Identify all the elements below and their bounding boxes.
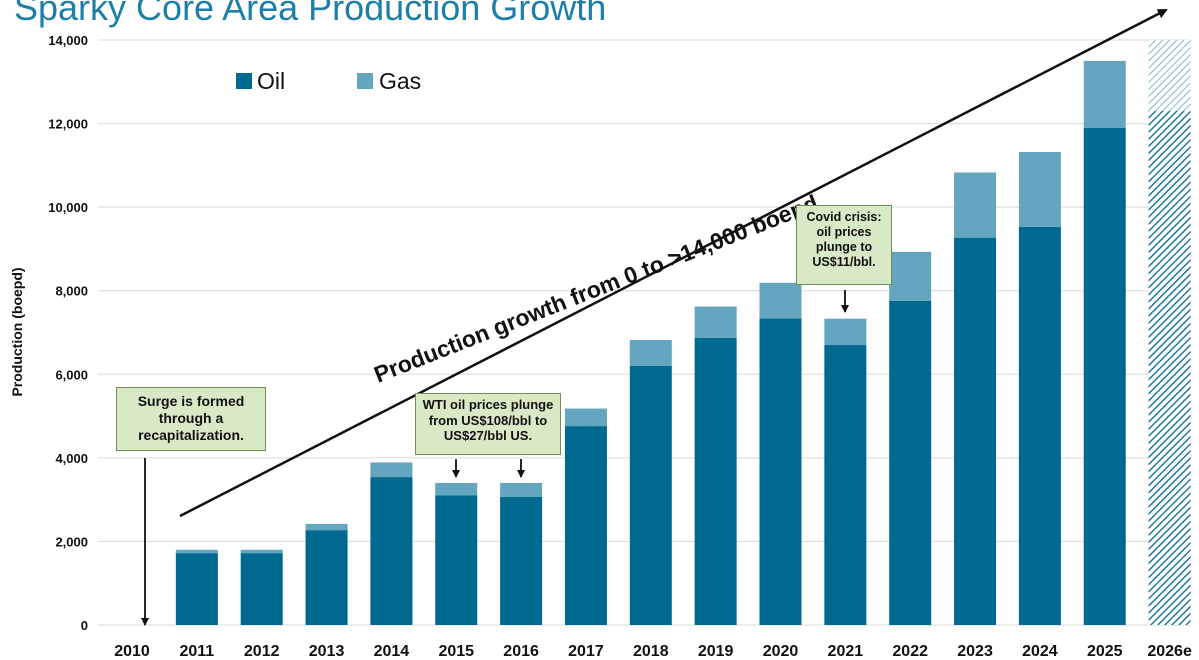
x-tick-label: 2026e — [1147, 643, 1192, 660]
bar-oil-2014 — [370, 477, 413, 625]
legend-swatch-oil — [236, 73, 252, 89]
bar-oil-2015 — [435, 495, 478, 625]
x-axis-ticks: 2010 2011 2012 2013 2014 2015 2016 2017 2018 2019… — [114, 643, 1192, 660]
legend-label-oil: Oil — [257, 68, 285, 94]
x-tick-label: 2023 — [957, 643, 993, 660]
bar-oil-2016 — [500, 496, 543, 625]
x-tick-label: 2015 — [438, 643, 474, 660]
x-tick-label: 2018 — [633, 643, 669, 660]
x-tick-label: 2011 — [179, 643, 214, 660]
bar-oil-2021 — [824, 345, 867, 625]
y-tick-label: 0 — [81, 618, 88, 633]
bars — [175, 40, 1191, 626]
bar-gas-2014 — [370, 462, 413, 478]
legend: Oil Gas — [236, 68, 421, 94]
x-tick-label: 2017 — [568, 643, 604, 660]
bar-oil-2024 — [1018, 226, 1061, 625]
bar-gas-2018 — [629, 340, 672, 366]
bar-gas-2013 — [305, 523, 348, 531]
bar-gas-2017 — [564, 408, 607, 427]
bar-oil-2013 — [305, 530, 348, 625]
bar-gas-2022 — [889, 251, 932, 301]
y-tick-label: 8,000 — [55, 284, 88, 299]
bar-gas-2011 — [175, 549, 218, 554]
x-tick-label: 2014 — [374, 643, 410, 660]
y-tick-label: 2,000 — [55, 534, 88, 549]
y-axis-ticks: 0 2,000 4,000 6,000 8,000 10,000 12,000 14,000 — [48, 33, 88, 633]
annotation-covid: Covid crisis: oil prices plunge to US$11… — [796, 205, 892, 285]
bar-oil-2017 — [564, 426, 607, 625]
bar-oil-2018 — [629, 365, 672, 625]
bar-oil-2026e — [1148, 111, 1191, 626]
legend-label-gas: Gas — [379, 68, 421, 94]
bar-oil-2022 — [889, 300, 932, 625]
x-tick-label: 2010 — [114, 643, 150, 660]
chart-title: Sparky Core Area Production Growth — [14, 0, 607, 28]
bar-gas-2015 — [435, 482, 478, 496]
bar-gas-2020 — [759, 282, 802, 319]
x-tick-label: 2020 — [763, 643, 799, 660]
y-tick-label: 12,000 — [48, 117, 88, 132]
x-tick-label: 2016 — [503, 643, 539, 660]
x-tick-label: 2012 — [244, 643, 280, 660]
bar-gas-2023 — [954, 172, 997, 238]
annotation-wti: WTI oil prices plunge from US$108/bbl to… — [415, 393, 561, 455]
annotation-surge: Surge is formed through a recapitalizati… — [116, 387, 266, 451]
x-tick-label: 2022 — [892, 643, 928, 660]
bar-oil-2012 — [240, 553, 283, 625]
y-tick-label: 10,000 — [48, 200, 88, 215]
bar-gas-2025 — [1083, 60, 1126, 128]
growth-arrow-label: Production growth from 0 to >14,000 boep… — [370, 189, 821, 387]
bar-gas-2021 — [824, 318, 867, 346]
y-tick-label: 14,000 — [48, 33, 88, 48]
bar-gas-2026e — [1148, 40, 1191, 112]
bar-oil-2019 — [694, 337, 737, 625]
x-tick-label: 2013 — [309, 643, 345, 660]
legend-swatch-gas — [357, 73, 373, 89]
x-tick-label: 2024 — [1022, 643, 1058, 660]
bar-oil-2023 — [954, 237, 997, 625]
x-tick-label: 2021 — [828, 643, 864, 660]
bar-gas-2012 — [240, 549, 283, 554]
y-tick-label: 4,000 — [55, 451, 88, 466]
growth-arrow — [179, 8, 1168, 518]
bar-gas-2024 — [1018, 151, 1061, 227]
bar-gas-2016 — [500, 482, 543, 497]
y-tick-label: 6,000 — [55, 367, 88, 382]
y-axis-label: Production (boepd) — [9, 267, 25, 396]
bar-oil-2011 — [175, 553, 218, 625]
bar-oil-2020 — [759, 318, 802, 625]
bar-oil-2025 — [1083, 127, 1126, 625]
x-tick-label: 2019 — [698, 643, 734, 660]
bar-gas-2019 — [694, 306, 737, 338]
x-tick-label: 2025 — [1087, 643, 1123, 660]
